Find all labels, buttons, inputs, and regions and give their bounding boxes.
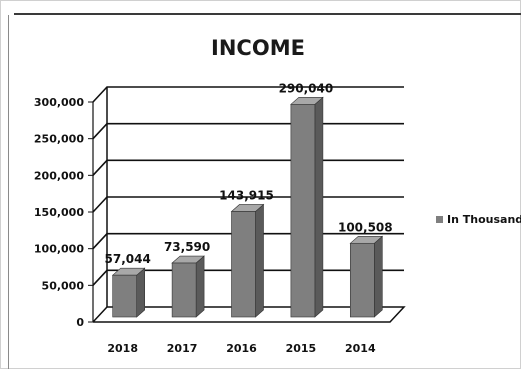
gridline-200,000 [92, 159, 404, 176]
chart-title: INCOME [211, 36, 305, 60]
tick-label-0: 0 [76, 316, 84, 329]
tick-label-50,000: 50,000 [42, 279, 85, 292]
data-label-2017: 73,590 [164, 240, 210, 254]
data-label-2018: 57,044 [105, 252, 151, 266]
bar-2017 [171, 255, 205, 318]
top-border-line [14, 13, 521, 15]
tick-label-250,000: 250,000 [34, 133, 84, 146]
y-axis-ticks: 0 50,000 100,000 150,000 200,000 250,000 300,0… [34, 96, 93, 329]
x-label-2017: 2017 [167, 342, 198, 355]
bar-front-2018 [112, 274, 137, 318]
tick-label-150,000: 150,000 [34, 206, 84, 219]
legend: In Thousand [436, 213, 521, 226]
bar-side-2017 [195, 255, 205, 318]
data-label-2016: 143,915 [219, 188, 274, 202]
bars [111, 96, 384, 318]
legend-label: In Thousand [447, 213, 521, 226]
data-labels: 57,044 73,590 143,915 290,040 100,508 [105, 81, 393, 266]
bar-side-2014 [373, 235, 383, 318]
data-label-2014: 100,508 [338, 220, 393, 234]
x-label-2015: 2015 [286, 342, 317, 355]
gridline-300,000 [92, 86, 404, 103]
gridline-250,000 [92, 122, 404, 140]
bar-front-2017 [171, 262, 197, 318]
tick-label-100,000: 100,000 [34, 243, 84, 256]
bar-side-2016 [255, 203, 264, 318]
bar-side-2015 [314, 96, 324, 318]
x-label-2016: 2016 [226, 342, 257, 355]
tick-label-300,000: 300,000 [34, 96, 84, 109]
bar-front-2016 [231, 211, 256, 318]
bar-2016 [230, 203, 265, 318]
legend-swatch [436, 216, 443, 223]
bar-2015 [290, 96, 324, 318]
x-axis-labels: 2018 2017 2016 2015 2014 [107, 342, 376, 355]
x-label-2018: 2018 [107, 342, 138, 355]
bar-side-2018 [136, 267, 145, 318]
bar-front-2014 [349, 242, 375, 318]
bar-2018 [111, 267, 146, 318]
floor-outline [92, 306, 406, 323]
data-label-2015: 290,040 [279, 81, 334, 95]
bar-2014 [349, 235, 384, 318]
bar-front-2015 [290, 104, 316, 318]
tick-label-200,000: 200,000 [34, 169, 84, 182]
left-border-line [8, 15, 9, 369]
x-label-2014: 2014 [345, 342, 376, 355]
